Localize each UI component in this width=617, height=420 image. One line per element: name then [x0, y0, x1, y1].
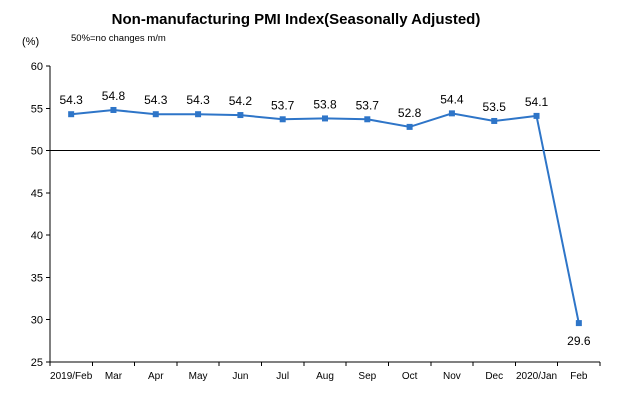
series-group	[68, 106, 582, 327]
data-point-marker	[279, 116, 286, 123]
data-labels-group: 54.3 54.8 54.3 54.3 54.2 53.7 53.8 53.7 52.8 54.4…	[59, 89, 590, 348]
y-tick-label: 50	[31, 146, 43, 158]
data-point-marker	[448, 110, 455, 117]
y-tick-label: 35	[31, 272, 43, 284]
data-label: 53.8	[313, 97, 337, 111]
data-label: 54.1	[525, 95, 549, 109]
data-point-marker	[364, 116, 371, 123]
series-line	[71, 108, 580, 324]
y-unit-label: (%)	[22, 36, 39, 48]
x-tick-label: Aug	[316, 371, 334, 382]
chart-title: Non-manufacturing PMI Index(Seasonally A…	[112, 11, 481, 28]
x-tick-label: Jul	[276, 371, 289, 382]
data-point-marker	[110, 106, 117, 113]
data-point-marker	[152, 111, 159, 118]
data-point-marker	[491, 117, 498, 124]
data-label: 29.6	[567, 334, 591, 348]
data-point-marker	[68, 111, 75, 118]
data-point-marker	[533, 112, 540, 119]
data-point-marker	[195, 111, 202, 118]
x-tick-label: Nov	[443, 371, 461, 382]
data-label: 54.4	[440, 92, 464, 106]
data-label: 53.5	[483, 100, 507, 114]
y-tick-label: 40	[31, 230, 43, 242]
x-tick-label: Sep	[358, 371, 376, 382]
x-tick-label: May	[189, 371, 208, 382]
x-tick-label: 2020/Jan	[516, 371, 557, 382]
data-point-marker	[575, 320, 582, 327]
data-point-marker	[237, 112, 244, 119]
data-point-marker	[322, 115, 328, 122]
data-label: 54.3	[186, 93, 210, 107]
data-label: 53.7	[356, 98, 380, 112]
y-axis: 25 30 35 40 45 50 55 60	[31, 61, 51, 369]
data-label: 54.8	[102, 89, 126, 103]
y-tick-label: 30	[31, 315, 43, 327]
x-tick-label: 2019/Feb	[50, 371, 93, 382]
x-tick-label: Oct	[402, 371, 418, 382]
data-point-marker	[406, 123, 413, 130]
x-tick-label: Apr	[148, 371, 164, 382]
y-tick-label: 45	[31, 188, 43, 200]
y-tick-label: 25	[31, 357, 43, 369]
x-tick-label: Jun	[232, 371, 248, 382]
y-tick-label: 60	[31, 61, 43, 73]
data-label: 53.7	[271, 98, 295, 112]
x-axis: 2019/Feb Mar Apr May Jun Jul Aug Sep Oct Nov Dec 20…	[49, 361, 601, 382]
x-tick-label: Dec	[485, 371, 503, 382]
data-label: 52.8	[398, 106, 422, 120]
chart-annotation: 50%=no changes m/m	[71, 33, 166, 44]
x-tick-label: Feb	[570, 371, 588, 382]
x-tick-label: Mar	[105, 371, 123, 382]
data-label: 54.3	[144, 93, 168, 107]
data-label: 54.3	[59, 93, 83, 107]
y-tick-label: 55	[31, 103, 43, 115]
data-label: 54.2	[229, 94, 253, 108]
